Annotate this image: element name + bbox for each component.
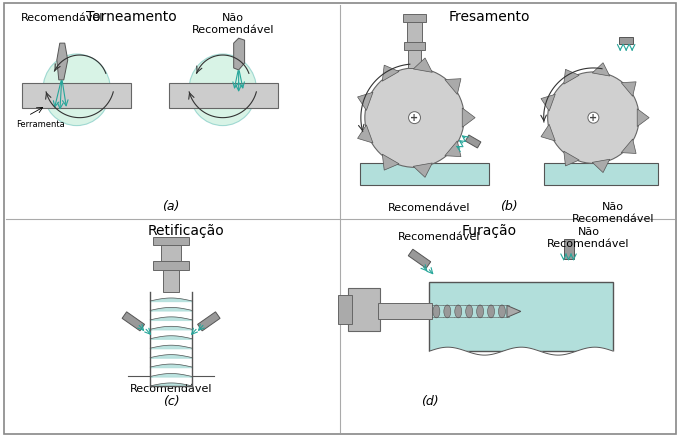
Polygon shape bbox=[592, 159, 610, 173]
Polygon shape bbox=[358, 125, 373, 143]
Text: +: + bbox=[590, 113, 598, 123]
Circle shape bbox=[409, 112, 420, 124]
Text: Não
Recomendável: Não Recomendável bbox=[572, 202, 655, 224]
Bar bbox=[407, 22, 422, 42]
Bar bbox=[348, 288, 379, 331]
Bar bbox=[153, 237, 189, 245]
Text: Ferramenta: Ferramenta bbox=[16, 120, 65, 128]
Polygon shape bbox=[541, 94, 556, 111]
Bar bbox=[378, 303, 432, 319]
Circle shape bbox=[365, 68, 464, 167]
Bar bbox=[430, 281, 613, 351]
Bar bbox=[407, 50, 422, 68]
Ellipse shape bbox=[444, 305, 451, 318]
Polygon shape bbox=[592, 63, 610, 76]
Text: (c): (c) bbox=[163, 395, 180, 408]
Bar bbox=[198, 312, 220, 331]
Polygon shape bbox=[445, 79, 461, 94]
Ellipse shape bbox=[455, 305, 462, 318]
Ellipse shape bbox=[189, 54, 256, 125]
Ellipse shape bbox=[488, 305, 494, 318]
Ellipse shape bbox=[466, 305, 473, 318]
Text: Recomendável: Recomendável bbox=[398, 232, 481, 242]
Polygon shape bbox=[637, 109, 649, 127]
Bar bbox=[404, 42, 426, 50]
Text: Retificação: Retificação bbox=[148, 224, 224, 238]
Polygon shape bbox=[382, 65, 399, 81]
Text: (d): (d) bbox=[421, 395, 438, 408]
Text: Recomendável: Recomendável bbox=[388, 203, 471, 213]
Ellipse shape bbox=[498, 305, 505, 318]
Bar bbox=[465, 135, 481, 148]
Bar bbox=[163, 270, 179, 291]
Polygon shape bbox=[541, 124, 556, 141]
Ellipse shape bbox=[43, 54, 110, 125]
Bar bbox=[338, 295, 352, 324]
Bar bbox=[169, 83, 278, 108]
Text: Recomendável: Recomendável bbox=[130, 384, 212, 394]
Bar bbox=[408, 249, 430, 268]
Bar bbox=[544, 163, 658, 185]
Ellipse shape bbox=[477, 305, 483, 318]
Polygon shape bbox=[445, 141, 461, 156]
Text: (a): (a) bbox=[163, 200, 180, 213]
Text: Não
Recomendável: Não Recomendável bbox=[192, 13, 274, 35]
Polygon shape bbox=[358, 92, 373, 111]
Circle shape bbox=[547, 72, 639, 163]
Polygon shape bbox=[462, 108, 475, 127]
Text: (b): (b) bbox=[500, 200, 517, 213]
Bar bbox=[360, 163, 489, 185]
Polygon shape bbox=[507, 305, 521, 317]
Text: Não
Recomendável: Não Recomendável bbox=[547, 227, 630, 249]
Bar bbox=[122, 312, 145, 331]
Polygon shape bbox=[382, 154, 399, 170]
Polygon shape bbox=[57, 43, 68, 80]
Text: Furação: Furação bbox=[462, 224, 517, 238]
Bar bbox=[619, 37, 633, 44]
Text: Recomendável: Recomendável bbox=[20, 13, 103, 23]
Polygon shape bbox=[564, 151, 579, 166]
Bar bbox=[161, 245, 181, 261]
Bar bbox=[403, 14, 426, 22]
Polygon shape bbox=[622, 139, 636, 153]
Polygon shape bbox=[413, 163, 432, 177]
Polygon shape bbox=[234, 38, 245, 70]
Polygon shape bbox=[564, 69, 579, 84]
Bar bbox=[564, 239, 573, 259]
Polygon shape bbox=[413, 58, 432, 73]
Bar bbox=[22, 83, 131, 108]
Polygon shape bbox=[622, 82, 636, 96]
Bar bbox=[153, 261, 189, 270]
Text: Torneamento: Torneamento bbox=[86, 10, 177, 24]
Circle shape bbox=[588, 112, 599, 123]
Text: Fresamento: Fresamento bbox=[448, 10, 530, 24]
Ellipse shape bbox=[433, 305, 440, 318]
Text: +: + bbox=[411, 113, 419, 123]
